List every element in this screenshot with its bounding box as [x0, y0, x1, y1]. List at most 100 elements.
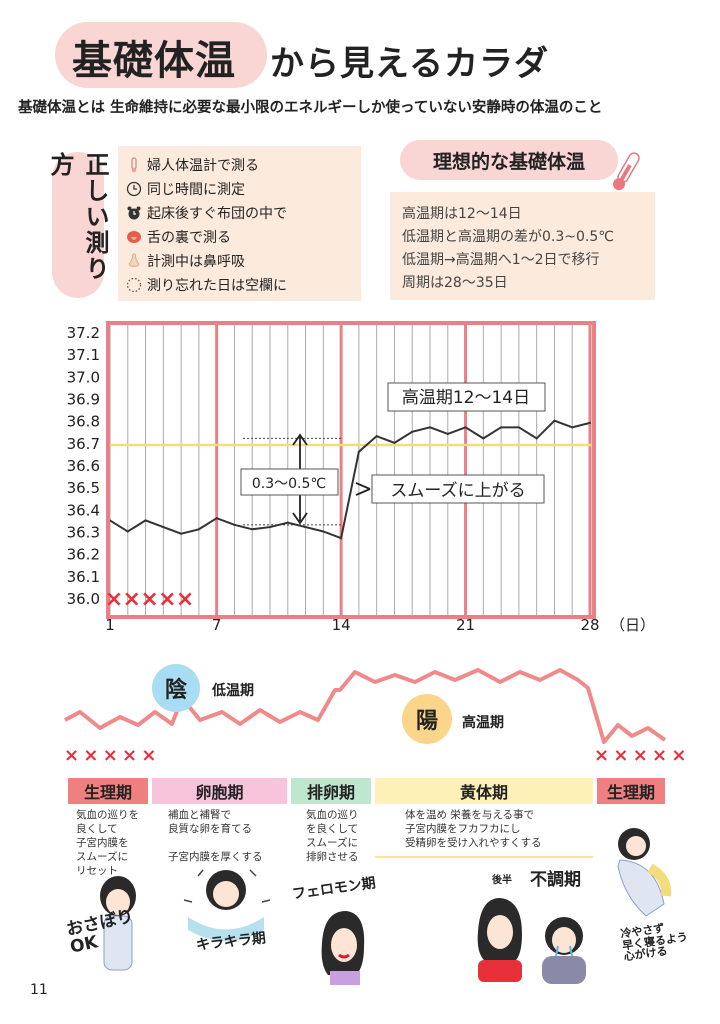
missing-day-marker: ×: [140, 587, 158, 612]
x-tick-label: 7: [212, 616, 222, 634]
howto-item: 婦人体温計で測る: [126, 155, 259, 175]
y-tick-label: 36.1: [67, 568, 100, 586]
phase-menstrual: 生理期: [68, 778, 148, 804]
howto-item-text: 起床後すぐ布団の中で: [147, 206, 287, 222]
data-point: [500, 426, 503, 429]
phase-ovulation: 排卵期: [291, 778, 371, 804]
data-point: [375, 435, 378, 438]
yin-symbol: 陰: [164, 678, 187, 703]
data-point: [464, 426, 467, 429]
yang-badge: 陽: [402, 694, 452, 744]
data-point: [286, 521, 289, 524]
missing-day-marker: ×: [123, 587, 141, 612]
data-point: [304, 526, 307, 529]
howto-item: 舌の裏で測る: [126, 227, 231, 247]
high-phase-annotation: 高温期12〜14日: [387, 382, 546, 412]
alarm-icon: [127, 206, 141, 220]
x-tick-label: 1: [105, 616, 115, 634]
x-axis-unit: （日）: [610, 616, 655, 634]
howto-list: 婦人体温計で測る 同じ時間に測定 起床後すぐ布団の中で 舌の裏で測る 計測中は鼻…: [118, 146, 361, 301]
howto-item-text: 婦人体温計で測る: [147, 158, 259, 174]
data-point: [322, 530, 325, 533]
missing-day-marker: ×: [105, 587, 123, 612]
page-title: から見えるカラダ: [270, 44, 549, 84]
data-point: [162, 526, 165, 529]
phase-follicular-desc: 補血と補腎で 良質な卵を育てる 子宮内膜を厚くする: [168, 809, 263, 863]
y-tick-label: 36.3: [67, 524, 100, 542]
woman-illustration-tired: [100, 876, 136, 971]
data-point: [429, 426, 431, 429]
howto-item-text: 測り忘れた日は空欄に: [147, 278, 287, 294]
title-highlight-pill: [55, 22, 267, 88]
ideal-item: 低温期→高温期へ1〜2日で移行: [402, 252, 600, 268]
y-tick-label: 36.8: [67, 413, 100, 431]
phase-follicular: 卵胞期: [152, 778, 287, 804]
data-point: [233, 523, 236, 526]
data-point: [215, 517, 218, 520]
data-point: [589, 421, 591, 424]
howto-item: 起床後すぐ布団の中で: [126, 203, 287, 223]
missing-day-marker: ×: [158, 587, 176, 612]
phase-label: 排卵期: [306, 783, 355, 802]
ideal-list: 高温期は12〜14日 低温期と高温期の差が0.3~0.5℃ 低温期→高温期へ1〜…: [390, 192, 655, 300]
phase-luteal: 黄体期: [375, 778, 593, 804]
x-tick-label: 14: [332, 616, 351, 634]
caption-pheromone: フェロモン期: [291, 875, 377, 903]
phase-menstrual-desc: 気血の巡りを 良くして 子宮内膜を スムーズに リセット: [76, 809, 139, 877]
tongue-icon: [127, 231, 141, 243]
data-point: [251, 528, 254, 531]
ideal-item: 高温期は12〜14日: [402, 206, 522, 222]
howto-item-text: 計測中は鼻呼吸: [147, 254, 245, 270]
phase-menstrual-2: 生理期: [597, 778, 665, 804]
y-tick-label: 36.2: [67, 546, 100, 564]
y-tick-label: 36.7: [67, 435, 100, 453]
data-point: [535, 437, 538, 440]
ideal-item: 低温期と高温期の差が0.3~0.5℃: [402, 229, 614, 245]
howto-item-text: 同じ時間に測定: [147, 182, 245, 198]
caption-keep-warm: 冷やさず 早く寝るよう 心がける: [619, 921, 689, 964]
phase-label: 生理期: [83, 783, 132, 802]
phase-ovulation-desc: 気血の巡り を良くして スムーズに 排卵させる: [306, 809, 359, 863]
caption-latter-half: 後半: [492, 875, 512, 886]
caption-unwell: 不調期: [530, 870, 581, 890]
data-point: [553, 419, 556, 422]
page-title-highlight: 基礎体温: [72, 38, 236, 84]
ideal-item: 周期は28〜35日: [402, 275, 508, 291]
page-subtitle: 基礎体温とは 生命維持に必要な最小限のエネルギーしか使っていない安静時の体温のこ…: [18, 100, 603, 116]
data-point: [144, 519, 147, 522]
luteal-divider: [375, 856, 593, 858]
howto-item: 測り忘れた日は空欄に: [126, 275, 287, 295]
missing-day-marker: ×: [176, 587, 194, 612]
y-tick-label: 37.2: [67, 324, 100, 342]
data-point: [340, 537, 343, 540]
smooth-rise-label: スムーズに上がる: [390, 481, 525, 501]
ideal-heading: 理想的な基礎体温: [400, 140, 618, 180]
y-tick-label: 36.6: [67, 457, 100, 475]
woman-illustration-grumpy: [477, 898, 522, 982]
woman-illustration-sleeping: [617, 828, 672, 917]
missing-marks-left: × × × × ×: [64, 745, 156, 766]
data-point: [180, 532, 183, 535]
data-point: [393, 441, 396, 444]
data-point: [126, 530, 129, 533]
clock-icon: [126, 181, 142, 197]
diff-label: 0.3〜0.5℃: [252, 476, 326, 492]
high-phase-label: 高温期12〜14日: [402, 388, 530, 408]
data-point: [446, 432, 449, 435]
y-tick-label: 36.4: [67, 501, 100, 519]
woman-illustration-pheromone: [321, 911, 365, 985]
woman-illustration-sparkle: [183, 869, 271, 941]
bbt-chart: 37.2 37.1 37.0 36.9 36.8 36.7 36.6 36.5 36.4 36.3…: [67, 321, 655, 634]
y-tick-label: 36.9: [67, 391, 100, 409]
thermometer-icon: [131, 157, 137, 173]
high-temp-label: 高温期: [462, 715, 504, 731]
dotted-circle-icon: [126, 277, 142, 293]
y-tick-label: 36.0: [67, 590, 100, 608]
data-point: [411, 430, 414, 433]
y-tick-label: 37.1: [67, 346, 100, 364]
data-point: [571, 426, 574, 429]
smooth-rise-annotation: スムーズに上がる: [355, 474, 545, 504]
temperature-line: [109, 419, 591, 540]
x-tick-label: 21: [456, 616, 475, 634]
phase-label: 生理期: [606, 783, 655, 802]
